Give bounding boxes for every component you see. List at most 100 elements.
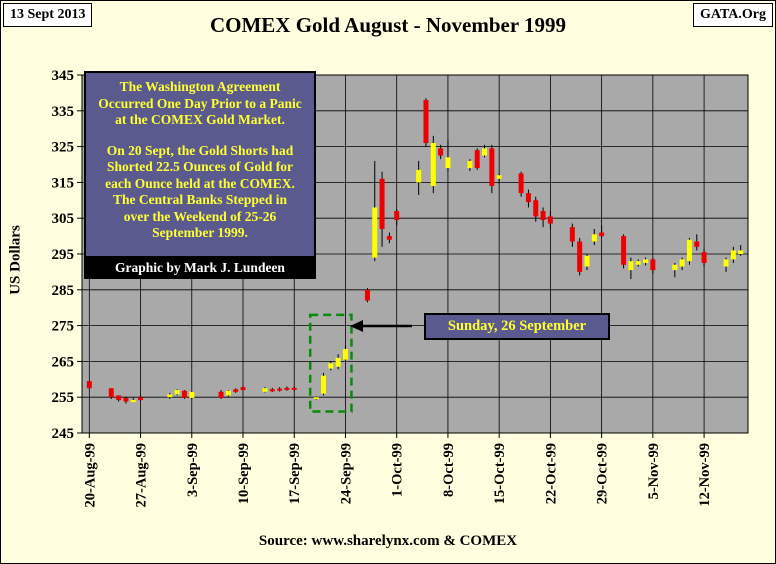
x-tick-label: 29-Oct-99 [595, 443, 611, 504]
site-label: GATA.Org [693, 3, 773, 27]
candle-body [547, 216, 553, 224]
callout-label: Sunday, 26 September [424, 313, 610, 340]
candle-body [445, 157, 451, 169]
candle-body [167, 394, 173, 398]
y-tick-label: 325 [52, 140, 75, 156]
candle-body [591, 234, 597, 242]
candle-body [635, 261, 641, 265]
candle-body [328, 363, 334, 369]
y-tick-label: 295 [52, 247, 75, 263]
candle-body [364, 289, 370, 301]
candle-body [269, 389, 275, 392]
candle-body [218, 391, 224, 398]
candle-body [225, 390, 231, 396]
x-tick-label: 17-Sep-99 [287, 443, 303, 504]
note-paragraph-1: The Washington Agreement Occurred One Da… [86, 79, 314, 129]
note-line: The Washington Agreement [119, 79, 281, 94]
note-line: over the Weekend of 25-26 [123, 208, 277, 224]
chart-title: COMEX Gold August - November 1999 [209, 13, 567, 37]
annotation-note: The Washington Agreement Occurred One Da… [84, 71, 316, 258]
x-tick-label: 22-Oct-99 [543, 443, 559, 504]
candle-body [730, 250, 736, 260]
note-line: each Ounce held at the COMEX. [105, 175, 295, 191]
candle-body [496, 175, 502, 179]
candle-body [672, 264, 678, 271]
candle-body [284, 387, 290, 390]
note-line: Shorted 22.5 Ounces of Gold for [106, 159, 293, 174]
callout-arrow-head [350, 320, 363, 332]
candle-body [379, 178, 385, 229]
candle-body [679, 259, 685, 267]
candle-body [577, 241, 583, 272]
x-tick-label: 8-Oct-99 [441, 443, 457, 497]
candle-body [313, 397, 319, 400]
candle-body [108, 388, 114, 398]
candle-body [181, 390, 187, 398]
candle-body [482, 148, 488, 156]
candle-body [233, 389, 239, 392]
source-label: Source: www.sharelynx.com & COMEX [258, 533, 518, 549]
note-paragraph-2: On 20 Sept, the Gold Shorts had Shorted … [86, 143, 314, 242]
y-tick-label: 275 [52, 319, 75, 335]
candle-body [386, 236, 392, 240]
candle-body [628, 261, 634, 271]
y-tick-label: 315 [52, 175, 75, 191]
candle-body [621, 236, 627, 265]
date-label: 13 Sept 2013 [3, 3, 93, 27]
y-axis-label-wrap: US Dollars [6, 220, 26, 300]
candle-body [342, 348, 348, 360]
candle-body [650, 259, 656, 271]
candle-body [533, 200, 539, 217]
candle-body [701, 252, 707, 263]
candle-body [467, 160, 473, 169]
x-tick-label: 15-Oct-99 [492, 443, 508, 504]
candle-body [116, 395, 122, 401]
candle-body [474, 150, 480, 169]
candle-body [438, 148, 444, 156]
candle-body [489, 148, 495, 186]
y-tick-label: 255 [52, 390, 75, 406]
y-tick-label: 305 [52, 211, 75, 227]
x-tick-label: 24-Sep-99 [338, 443, 354, 504]
candle-body [723, 259, 729, 267]
x-tick-label: 27-Aug-99 [134, 443, 150, 507]
candle-body [416, 169, 422, 183]
note-line: September 1999. [152, 225, 248, 240]
candle-body [738, 250, 744, 254]
x-tick-label: 10-Sep-99 [236, 443, 252, 504]
candle-body [372, 207, 378, 258]
y-tick-label: 285 [52, 283, 75, 299]
candle-body [686, 239, 692, 262]
note-line: at the COMEX Gold Market. [115, 112, 285, 127]
note-line: The Central Banks Stepped in [112, 192, 288, 207]
candle-body [430, 143, 436, 186]
x-tick-label: 1-Oct-99 [390, 443, 406, 497]
note-line: Occurred One Day Prior to a Panic [98, 95, 302, 111]
candle-body [694, 241, 700, 247]
candle-body [335, 357, 341, 367]
candle-body [525, 193, 531, 203]
candle-body [262, 388, 268, 392]
candle-body [174, 390, 180, 395]
y-tick-label: 345 [52, 68, 75, 84]
candle-body [123, 397, 129, 402]
candle-body [394, 211, 400, 220]
candle-body [423, 100, 429, 144]
y-tick-label: 245 [52, 426, 75, 442]
candle-body [138, 397, 144, 401]
credit-label: Graphic by Mark J. Lundeen [84, 256, 316, 279]
candle-body [189, 391, 195, 398]
candle-body [518, 173, 524, 194]
candle-body [240, 387, 246, 391]
candle-body [643, 259, 649, 263]
y-tick-label: 265 [52, 354, 75, 370]
candle-body [291, 387, 297, 390]
candle-body [584, 255, 590, 267]
candle-body [321, 375, 327, 394]
candle-body [599, 232, 605, 237]
x-tick-label: 5-Nov-99 [646, 443, 662, 499]
y-tick-label: 335 [52, 104, 75, 120]
candle-body [130, 400, 136, 403]
candle-body [277, 388, 283, 391]
